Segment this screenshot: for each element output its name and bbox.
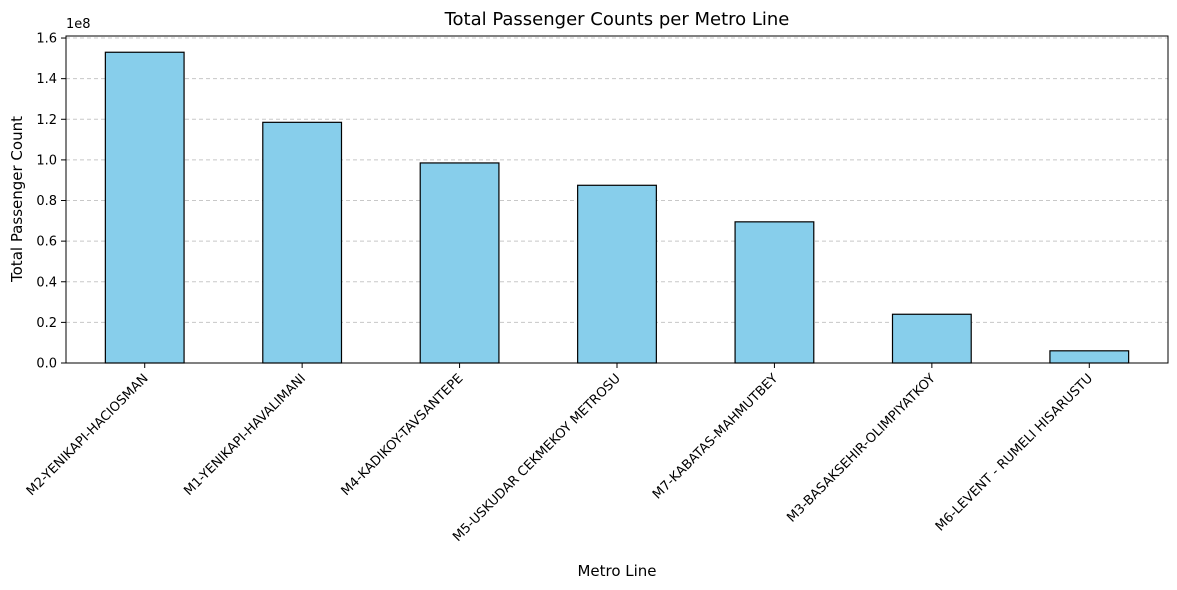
x-tick-label: M3-BASAKSEHIR-OLIMPIYATKOY: [784, 371, 938, 525]
bar: [891, 313, 972, 364]
y-tick-label: 0.2: [36, 316, 57, 331]
x-tick-label: M2-YENIKAPI-HACIOSMAN: [24, 371, 152, 499]
bar: [577, 184, 657, 364]
x-tick-label: M4-KADIKOY-TAVSANTEPE: [339, 371, 467, 499]
y-tick-label: 1.2: [36, 113, 57, 128]
bars: [104, 51, 1130, 364]
y-tick-label: 0.4: [36, 275, 57, 290]
y-axis-offset-label: 1e8: [66, 17, 91, 32]
bar: [104, 51, 185, 364]
x-axis-ticks: M2-YENIKAPI-HACIOSMAN M1-YENIKAPI-HAVALIM…: [24, 363, 1096, 545]
y-tick-label: 0.8: [36, 194, 57, 209]
chart-title: Total Passenger Counts per Metro Line: [444, 9, 790, 30]
y-tick-label: 0.6: [36, 235, 57, 250]
x-tick-label: M5-USKUDAR CEKMEKOY METROSU: [450, 371, 624, 545]
plot-frame: [65, 35, 1169, 364]
y-tick-label: 1.0: [36, 153, 57, 168]
bar: [262, 121, 343, 364]
bar: [1049, 350, 1130, 364]
x-axis-label: Metro Line: [577, 562, 656, 580]
y-tick-label: 0.0: [36, 357, 57, 372]
x-tick-label: M6-LEVENT - RUMELI HISARUSTU: [933, 371, 1096, 534]
bar: [419, 162, 500, 364]
y-axis-ticks: 0.0 0.2 0.4 0.6 0.8 1.0 1.2 1.4 1.6: [36, 32, 66, 372]
bar: [734, 221, 815, 364]
x-tick-label: M7-KABATAS-MAHMUTBEY: [650, 371, 781, 502]
y-axis-label: Total Passenger Count: [8, 116, 26, 283]
x-tick-label: M1-YENIKAPI-HAVALIMANI: [181, 371, 309, 499]
y-tick-label: 1.4: [36, 72, 57, 87]
y-tick-label: 1.6: [36, 32, 57, 47]
grid-lines: [66, 37, 1168, 323]
